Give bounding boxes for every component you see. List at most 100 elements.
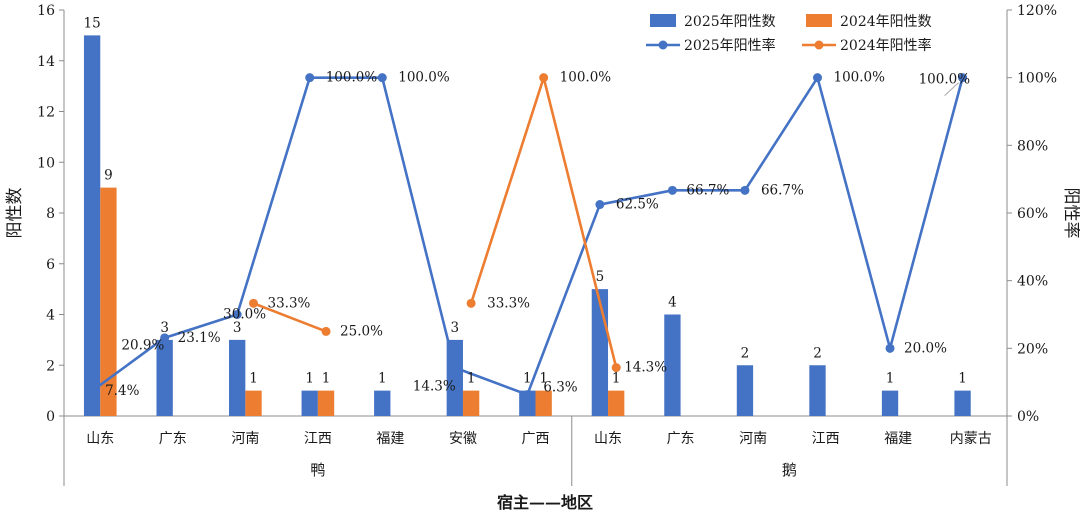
bar-2025-count [83,35,101,416]
rate-2024-label: 20.9% [121,337,164,353]
x-tick-label: 广东 [159,431,187,447]
rate-2024-point [466,298,476,308]
rate-2025-point [667,185,677,195]
legend-marker [658,40,668,50]
rate-2024-label: 25.0% [340,323,383,339]
bar-2025-count [446,339,463,416]
rate-2025-point [958,73,968,83]
legend-label: 2025年阳性率 [684,37,776,54]
bar-2025-count-label: 3 [233,320,242,336]
x-tick-label: 山东 [594,431,622,447]
x-tick-label: 江西 [304,431,332,447]
y-axis-right-title: 阳性率 [1061,188,1080,239]
bar-2025-count-label: 15 [84,15,101,31]
rate-2025-label: 14.3% [413,379,456,395]
rate-2024-label: 14.3% [624,360,667,376]
rate-2025-point [305,73,315,83]
y-left-tick-label: 6 [46,257,55,273]
bar-2025-count [809,365,826,416]
bar-2025-count [954,390,971,416]
rate-2024-point [321,326,331,336]
bar-2024-count [608,390,625,416]
y-left-tick-label: 10 [37,155,55,171]
x-tick-label: 福建 [376,431,404,447]
bar-2025-count-label: 2 [813,345,822,361]
y-left-tick-label: 12 [37,105,55,121]
x-tick-label: 内蒙古 [950,431,992,447]
y-right-tick-label: 80% [1017,138,1048,154]
rate-2024-line [253,302,327,333]
rate-2025-label: 23.1% [178,330,221,346]
rate-2024-point [611,363,621,373]
rate-2024-label: 33.3% [268,295,311,311]
x-tick-label: 广东 [667,431,695,447]
rate-2025-point [522,390,532,400]
bar-2025-count-label: 5 [596,269,605,285]
rate-2025-point [595,200,605,210]
rate-2025-label: 7.4% [105,383,139,399]
bar-2025-count-label: 1 [378,371,387,387]
y-left-tick-label: 2 [46,358,55,374]
bar-2025-count-label: 3 [160,320,169,336]
x-axis-title: 宿主——地区 [497,493,593,512]
bar-2025-count [229,339,246,416]
y-right-tick-label: 60% [1017,206,1048,222]
bar-2024-count-label: 1 [322,371,331,387]
label-leader-line [944,82,959,97]
legend-label: 2025年阳性数 [684,14,776,30]
x-tick-label: 安徽 [449,431,477,447]
rate-2025-point [812,73,822,83]
bar-2025-count-label: 4 [668,295,677,311]
axes: 02468101214160%20%40%60%80%100%120%山东 广东河… [37,3,1057,486]
rate-2025-label: 20.0% [904,340,947,356]
x-tick-label: 河南 [231,431,259,447]
rate-2025-label: 100.0% [919,72,971,88]
rate-2025-label: 62.5% [616,197,659,213]
rate-2025-point [740,185,750,195]
rate-2024-label: 100.0% [560,70,612,86]
bar-2024-count [245,390,262,416]
y-right-tick-label: 100% [1017,71,1057,87]
y-left-tick-label: 8 [46,206,55,222]
rate-2025-point [87,386,97,396]
bar-2025-count-label: 1 [305,371,314,387]
legend-marker [814,40,824,50]
bar-2024-count [535,390,552,416]
y-right-tick-label: 20% [1017,341,1048,357]
bar-2024-count-label: 9 [104,168,113,184]
rate-2024-point [249,298,259,308]
bar-2024-count [317,390,335,416]
bar-2025-count-label: 1 [886,371,895,387]
x-tick-label: 福建 [884,431,912,447]
bar-2024-count-label: 1 [612,371,621,387]
legend-label: 2024年阳性率 [840,37,932,54]
bars [83,35,971,416]
rate-2025-label: 100.0% [833,70,885,86]
rate-2025-point [377,73,387,83]
legend-swatch [806,14,832,27]
bar-2025-count [519,390,536,416]
rate-2024-point [103,340,113,350]
bar-2024-count-label: 1 [249,371,258,387]
x-tick-label: 山东 [86,431,114,447]
bar-2024-count-label: 1 [467,371,476,387]
y-axis-left-title: 阳性数 [5,188,25,239]
x-group-label: 鹅 [782,461,797,479]
bar-2024-count [100,187,117,416]
bar-2025-count [156,339,173,416]
rate-2025-label: 66.7% [686,182,729,198]
bar-2024-count [462,390,480,416]
rate-2024-point [539,73,549,83]
lines [87,73,968,400]
bar-2025-count [736,365,754,416]
legend-label: 2024年阳性数 [840,14,932,30]
bar-2025-count-label: 1 [523,371,532,387]
rate-2025-point [232,310,242,319]
rate-2025-label: 100.0% [326,70,378,86]
rate-2025-point [885,343,895,353]
y-right-tick-label: 40% [1017,274,1048,290]
legend: 2025年阳性数 2024年阳性数 2025年阳性率 2024年阳性率 [646,14,932,54]
rate-2025-label: 100.0% [398,70,450,86]
rate-2025-point [450,363,460,373]
